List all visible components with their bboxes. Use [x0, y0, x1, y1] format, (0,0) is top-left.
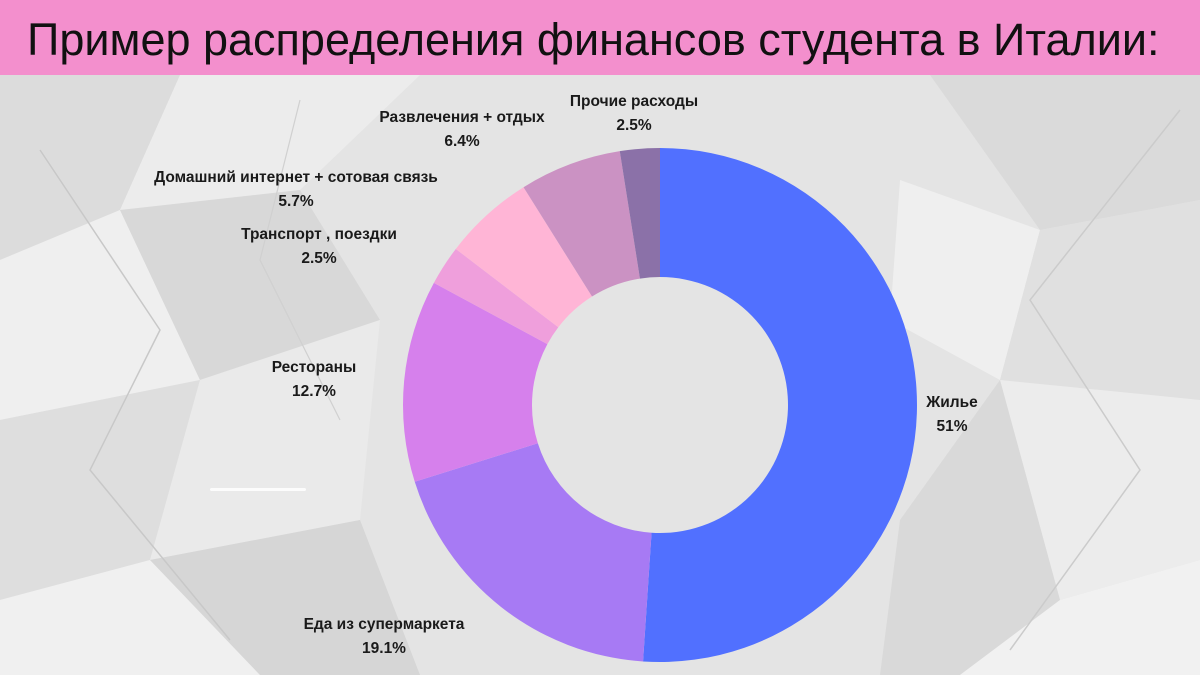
slice-value-1: 51%	[936, 418, 967, 435]
slice-label-2: Еда из супермаркета	[304, 616, 465, 633]
slice-value-4: 2.5%	[301, 250, 337, 267]
slice-6	[523, 151, 640, 297]
slice-label-4: Транспорт , поездки	[241, 226, 397, 243]
slice-value-6: 6.4%	[444, 133, 480, 150]
slice-label-3: Рестораны	[272, 359, 357, 376]
page-title: Пример распределения финансов студента в…	[27, 14, 1160, 65]
slice-label-6: Развлечения + отдых	[379, 109, 545, 126]
slice-label-1: Жилье	[925, 394, 978, 411]
slice-1	[643, 148, 918, 662]
slice-value-5: 5.7%	[278, 193, 314, 210]
slice-value-3: 12.7%	[292, 383, 336, 400]
slice-5	[455, 187, 593, 328]
slice-2	[414, 443, 652, 662]
slice-label-7: Прочие расходы	[570, 93, 698, 110]
slice-7	[619, 148, 660, 279]
slice-3	[402, 282, 548, 482]
slice-value-2: 19.1%	[362, 640, 406, 657]
slice-label-5: Домашний интернет + сотовая связь	[154, 169, 438, 186]
title-bar	[0, 0, 1200, 75]
slice-4	[433, 248, 559, 345]
decorative-stroke	[210, 488, 306, 491]
slice-value-7: 2.5%	[616, 117, 652, 134]
